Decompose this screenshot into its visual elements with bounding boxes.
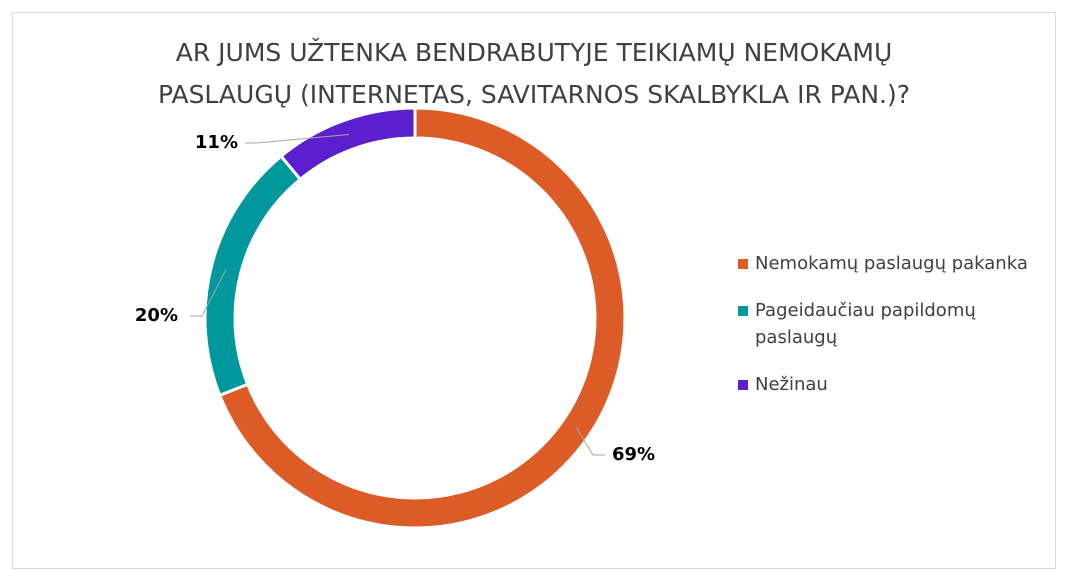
legend-label: Nežinau bbox=[755, 374, 828, 395]
legend-item: Pageidaučiau papildomų paslaugų bbox=[738, 297, 1048, 351]
leader-line bbox=[190, 269, 227, 317]
legend-item: Nemokamų paslaugų pakanka bbox=[738, 250, 1048, 277]
leader-line bbox=[575, 427, 605, 456]
legend-item: Nežinau bbox=[738, 371, 1048, 398]
data-label: 11% bbox=[195, 132, 238, 153]
donut-slice bbox=[279, 106, 417, 182]
legend-swatch bbox=[738, 306, 748, 316]
data-label: 69% bbox=[612, 444, 655, 465]
legend-swatch bbox=[738, 380, 748, 390]
data-label: 20% bbox=[135, 305, 178, 326]
donut-slice bbox=[217, 106, 627, 530]
chart-frame bbox=[12, 12, 1056, 569]
leader-line bbox=[245, 134, 349, 144]
legend-swatch bbox=[738, 259, 748, 269]
legend-label: Pageidaučiau papildomų paslaugų bbox=[755, 300, 976, 348]
donut-slice bbox=[203, 154, 303, 398]
chart-title: AR JUMS UŽTENKA BENDRABUTYJE TEIKIAMŲ NE… bbox=[157, 38, 911, 109]
legend: Nemokamų paslaugų pakanka Pageidaučiau pa… bbox=[738, 250, 1048, 418]
legend-label: Nemokamų paslaugų pakanka bbox=[755, 253, 1028, 274]
